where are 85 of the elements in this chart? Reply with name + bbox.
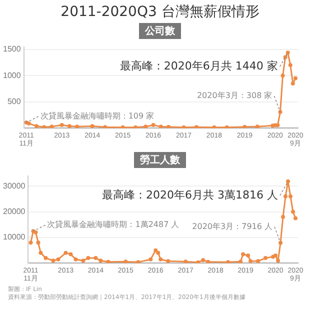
point bbox=[241, 252, 246, 256]
point bbox=[291, 210, 296, 214]
annotation: 2020年3月：308 家 bbox=[196, 91, 272, 100]
y-tick-label: 10000 bbox=[2, 232, 26, 242]
point bbox=[156, 250, 160, 255]
chart-subtitle: 公司數 bbox=[139, 23, 181, 39]
point bbox=[106, 260, 110, 264]
point bbox=[158, 124, 163, 128]
point bbox=[206, 260, 210, 264]
point bbox=[136, 260, 140, 264]
point bbox=[184, 260, 188, 264]
point bbox=[281, 214, 286, 219]
point bbox=[226, 260, 230, 264]
point bbox=[36, 240, 40, 245]
point bbox=[276, 123, 280, 128]
point bbox=[255, 124, 260, 128]
point bbox=[224, 125, 229, 128]
point bbox=[182, 125, 186, 128]
point bbox=[134, 125, 138, 128]
point bbox=[158, 257, 163, 262]
point bbox=[264, 256, 268, 260]
point bbox=[81, 258, 86, 263]
annotation: 次貸風暴金融海嘯時期：1萬2487 人 bbox=[47, 220, 180, 230]
point bbox=[201, 258, 206, 262]
point bbox=[28, 240, 33, 245]
point bbox=[280, 74, 285, 78]
point bbox=[74, 257, 78, 262]
point bbox=[103, 125, 108, 128]
point bbox=[144, 124, 148, 128]
point bbox=[90, 124, 94, 128]
point bbox=[44, 256, 48, 260]
point bbox=[68, 124, 72, 128]
point bbox=[196, 260, 200, 264]
point bbox=[166, 124, 171, 128]
chart-title: 2011-2020Q3 台灣無薪假情形 bbox=[60, 3, 260, 22]
point bbox=[50, 124, 54, 128]
point bbox=[286, 50, 290, 55]
point bbox=[286, 179, 290, 184]
point bbox=[242, 124, 247, 128]
point bbox=[94, 256, 98, 260]
annotation: 次貸風暴金融海嘯時期：109 家 bbox=[40, 112, 154, 121]
chart-subtitle: 勞工人數 bbox=[134, 152, 186, 168]
point bbox=[34, 230, 38, 234]
point bbox=[194, 125, 198, 128]
annotation: 最高峰：2020年6月共 1440 家 bbox=[120, 59, 278, 72]
point bbox=[278, 110, 282, 114]
point bbox=[278, 240, 283, 245]
point bbox=[246, 253, 250, 258]
point bbox=[34, 124, 38, 128]
point bbox=[238, 260, 243, 264]
point bbox=[274, 253, 278, 258]
y-tick-label: 500 bbox=[7, 97, 22, 106]
point bbox=[26, 121, 31, 126]
point bbox=[212, 125, 216, 128]
y-tick-label: 1500 bbox=[3, 44, 22, 54]
point bbox=[248, 259, 253, 264]
point bbox=[68, 252, 73, 256]
point bbox=[151, 123, 156, 128]
point bbox=[293, 76, 298, 80]
point bbox=[154, 248, 158, 252]
point bbox=[56, 257, 60, 262]
point bbox=[42, 125, 46, 128]
point bbox=[288, 194, 293, 198]
point bbox=[124, 260, 128, 264]
annotation: 2020年3月：7916 人 bbox=[192, 222, 273, 231]
point bbox=[86, 256, 90, 260]
point bbox=[166, 259, 170, 264]
y-tick-label: 20000 bbox=[2, 206, 26, 216]
point bbox=[294, 216, 298, 220]
point bbox=[276, 258, 280, 263]
point bbox=[148, 257, 153, 262]
y-tick-label: 30000 bbox=[2, 181, 26, 190]
point bbox=[284, 194, 288, 198]
point bbox=[64, 250, 68, 255]
point bbox=[120, 125, 125, 128]
point bbox=[38, 250, 43, 255]
annotation: 最高峰：2020年6月共 3萬1816 人 bbox=[102, 188, 278, 202]
point bbox=[60, 123, 64, 128]
point bbox=[256, 259, 260, 264]
point bbox=[51, 258, 56, 263]
point bbox=[290, 82, 295, 86]
point bbox=[98, 258, 103, 263]
point bbox=[288, 63, 292, 68]
y-tick-label: 1000 bbox=[3, 70, 22, 80]
point bbox=[75, 124, 80, 128]
